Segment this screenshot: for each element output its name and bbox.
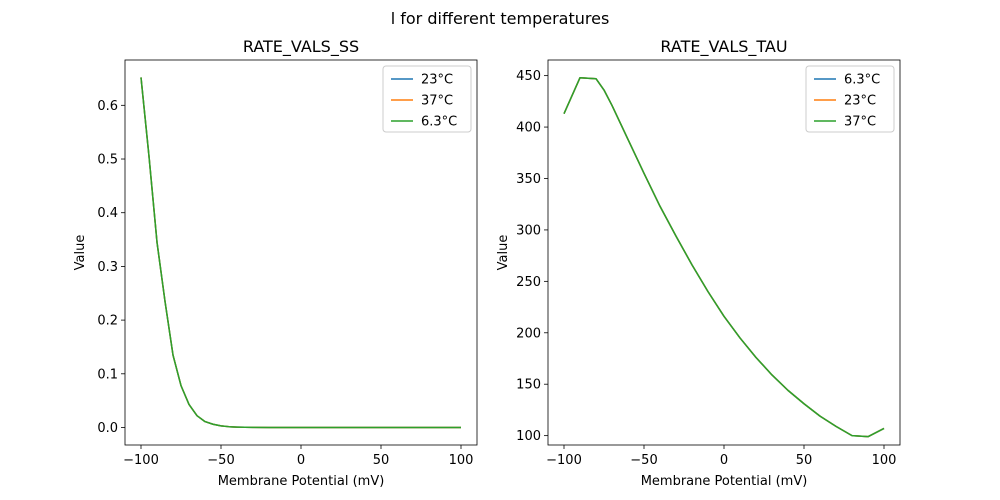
tau-legend-label-2: 37°C bbox=[844, 115, 876, 130]
ss-x-axis-label: Membrane Potential (mV) bbox=[218, 474, 385, 489]
ss-x-tick-label: −50 bbox=[207, 453, 234, 468]
tau-x-tick-label: 100 bbox=[872, 453, 897, 468]
chart-tau: RATE_VALS_TAU −100 −50 0 50 100 100 150 200 250 30… bbox=[496, 37, 901, 489]
tau-x-tick-label: −50 bbox=[630, 453, 657, 468]
tau-legend-box bbox=[805, 65, 895, 133]
tau-y-tick-label: 450 bbox=[516, 69, 541, 84]
ss-legend-label-0: 23°C bbox=[421, 73, 453, 88]
ss-x-tick-label: 0 bbox=[297, 453, 305, 468]
ss-x-tick-label: −100 bbox=[123, 453, 159, 468]
ss-y-tick-label: 0.2 bbox=[97, 314, 118, 329]
ss-y-tick-label: 0.1 bbox=[97, 367, 118, 382]
tau-y-axis-label: Value bbox=[496, 235, 511, 271]
ss-chart-title: RATE_VALS_SS bbox=[243, 37, 359, 57]
ss-y-axis-label: Value bbox=[73, 235, 88, 271]
tau-y-tick-label: 200 bbox=[516, 326, 541, 341]
tau-legend-label-1: 23°C bbox=[844, 94, 876, 109]
tau-legend: 6.3°C 23°C 37°C bbox=[805, 65, 895, 133]
tau-y-tick-label: 350 bbox=[516, 172, 541, 187]
ss-series-line-2 bbox=[140, 77, 461, 429]
tau-y-tick-label: 400 bbox=[516, 121, 541, 136]
figure-title: l for different temperatures bbox=[391, 9, 610, 28]
tau-x-tick-label: −100 bbox=[546, 453, 582, 468]
ss-x-tick-label: 50 bbox=[373, 453, 390, 468]
ss-y-tick-label: 0.5 bbox=[97, 153, 118, 168]
tau-legend-label-0: 6.3°C bbox=[844, 73, 880, 88]
ss-y-tick-label: 0.3 bbox=[97, 260, 118, 275]
ss-legend-label-1: 37°C bbox=[421, 94, 453, 109]
tau-y-tick-label: 150 bbox=[516, 378, 541, 393]
ss-legend-box bbox=[382, 65, 472, 133]
tau-series-line-2 bbox=[563, 76, 885, 438]
ss-y-tick-label: 0.0 bbox=[97, 421, 118, 436]
tau-x-axis-label: Membrane Potential (mV) bbox=[641, 474, 808, 489]
ss-y-tick-label: 0.6 bbox=[97, 99, 118, 114]
tau-y-tick-label: 300 bbox=[516, 223, 541, 238]
chart-ss: RATE_VALS_SS −100 −50 0 50 100 0.0 0.1 0.2 0.3 0.4… bbox=[73, 37, 478, 489]
ss-x-tick-label: 100 bbox=[449, 453, 474, 468]
ss-legend-label-2: 6.3°C bbox=[421, 115, 457, 130]
tau-x-tick-label: 50 bbox=[796, 453, 813, 468]
tau-y-tick-label: 250 bbox=[516, 275, 541, 290]
tau-x-tick-label: 0 bbox=[720, 453, 728, 468]
ss-legend: 23°C 37°C 6.3°C bbox=[382, 65, 472, 133]
tau-y-tick-label: 100 bbox=[516, 429, 541, 444]
ss-y-tick-label: 0.4 bbox=[97, 206, 118, 221]
tau-chart-title: RATE_VALS_TAU bbox=[660, 37, 787, 57]
